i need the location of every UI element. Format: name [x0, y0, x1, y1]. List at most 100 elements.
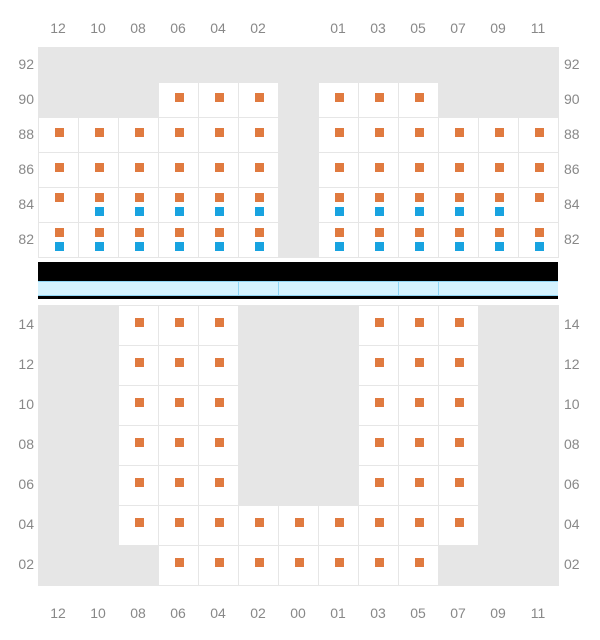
seat-cell[interactable] [359, 83, 399, 118]
seat-cell[interactable] [199, 346, 239, 386]
seat-cell[interactable] [199, 223, 239, 258]
seat-cell[interactable] [159, 546, 199, 586]
seat-cell[interactable] [79, 118, 119, 153]
seat-cell[interactable] [159, 346, 199, 386]
seat-cell[interactable] [479, 118, 519, 153]
seat-cell[interactable] [199, 506, 239, 546]
seat-cell[interactable] [359, 466, 399, 506]
seat-cell[interactable] [479, 153, 519, 188]
seat-cell[interactable] [359, 386, 399, 426]
seat-cell[interactable] [159, 118, 199, 153]
seat-cell[interactable] [239, 546, 279, 586]
seat-cell[interactable] [199, 153, 239, 188]
seat-cell[interactable] [239, 83, 279, 118]
seat-cell[interactable] [359, 223, 399, 258]
seat-cell[interactable] [119, 223, 159, 258]
seat-cell[interactable] [319, 118, 359, 153]
seat-cell[interactable] [239, 223, 279, 258]
seat-cell[interactable] [159, 223, 199, 258]
seat-cell[interactable] [399, 223, 439, 258]
seat-cell[interactable] [439, 386, 479, 426]
seat-cell[interactable] [159, 153, 199, 188]
seat-cell[interactable] [159, 83, 199, 118]
seat-cell[interactable] [439, 118, 479, 153]
seat-cell[interactable] [79, 153, 119, 188]
seat-cell[interactable] [399, 346, 439, 386]
seat-cell[interactable] [119, 466, 159, 506]
seat-cell[interactable] [359, 118, 399, 153]
seat-cell[interactable] [399, 83, 439, 118]
seat-cell[interactable] [239, 506, 279, 546]
seat-cell[interactable] [199, 306, 239, 346]
seat-cell[interactable] [319, 506, 359, 546]
seat-cell[interactable] [399, 466, 439, 506]
seat-cell[interactable] [159, 506, 199, 546]
seat-cell[interactable] [439, 426, 479, 466]
seat-cell[interactable] [279, 506, 319, 546]
seat-cell[interactable] [319, 188, 359, 223]
seat-cell[interactable] [519, 153, 559, 188]
seat-cell[interactable] [199, 466, 239, 506]
seat-cell[interactable] [119, 426, 159, 466]
seat-cell[interactable] [519, 188, 559, 223]
seat-cell[interactable] [359, 546, 399, 586]
seat-cell[interactable] [319, 223, 359, 258]
seat-cell[interactable] [319, 83, 359, 118]
seat-cell[interactable] [79, 188, 119, 223]
seat-cell[interactable] [439, 346, 479, 386]
seat-cell[interactable] [119, 386, 159, 426]
seat-cell[interactable] [159, 426, 199, 466]
seat-cell[interactable] [199, 118, 239, 153]
seat-cell[interactable] [199, 546, 239, 586]
seat-cell[interactable] [279, 546, 319, 586]
seat-cell[interactable] [359, 346, 399, 386]
seat-cell[interactable] [119, 188, 159, 223]
seat-cell[interactable] [399, 188, 439, 223]
seat-cell[interactable] [519, 223, 559, 258]
seat-cell[interactable] [199, 426, 239, 466]
seat-cell[interactable] [39, 118, 79, 153]
seat-cell[interactable] [399, 306, 439, 346]
seat-cell[interactable] [439, 506, 479, 546]
seat-cell[interactable] [239, 118, 279, 153]
seat-cell[interactable] [119, 306, 159, 346]
seat-cell[interactable] [39, 153, 79, 188]
seat-cell[interactable] [119, 506, 159, 546]
seat-cell[interactable] [359, 188, 399, 223]
seat-cell[interactable] [399, 153, 439, 188]
seat-cell[interactable] [119, 346, 159, 386]
seat-cell[interactable] [479, 188, 519, 223]
seat-cell[interactable] [399, 506, 439, 546]
seat-cell[interactable] [439, 306, 479, 346]
seat-cell[interactable] [159, 306, 199, 346]
seat-cell[interactable] [319, 153, 359, 188]
seat-cell[interactable] [39, 223, 79, 258]
seat-cell[interactable] [39, 188, 79, 223]
seat-cell[interactable] [79, 223, 119, 258]
seat-cell[interactable] [159, 188, 199, 223]
seat-cell[interactable] [399, 546, 439, 586]
seat-cell[interactable] [159, 466, 199, 506]
seat-cell[interactable] [239, 188, 279, 223]
seat-cell[interactable] [439, 153, 479, 188]
seat-cell[interactable] [239, 153, 279, 188]
seat-cell[interactable] [119, 118, 159, 153]
seat-cell[interactable] [399, 118, 439, 153]
seat-cell[interactable] [159, 386, 199, 426]
seat-cell[interactable] [439, 223, 479, 258]
seat-cell[interactable] [519, 118, 559, 153]
seat-cell[interactable] [359, 306, 399, 346]
seat-cell[interactable] [359, 153, 399, 188]
seat-cell[interactable] [399, 426, 439, 466]
seat-cell[interactable] [479, 223, 519, 258]
seat-cell[interactable] [359, 426, 399, 466]
seat-cell[interactable] [439, 466, 479, 506]
seat-cell[interactable] [399, 386, 439, 426]
seat-cell[interactable] [119, 153, 159, 188]
seat-cell[interactable] [199, 83, 239, 118]
seat-cell[interactable] [199, 386, 239, 426]
seat-cell[interactable] [439, 188, 479, 223]
seat-cell[interactable] [359, 506, 399, 546]
seat-cell[interactable] [199, 188, 239, 223]
seat-cell[interactable] [319, 546, 359, 586]
